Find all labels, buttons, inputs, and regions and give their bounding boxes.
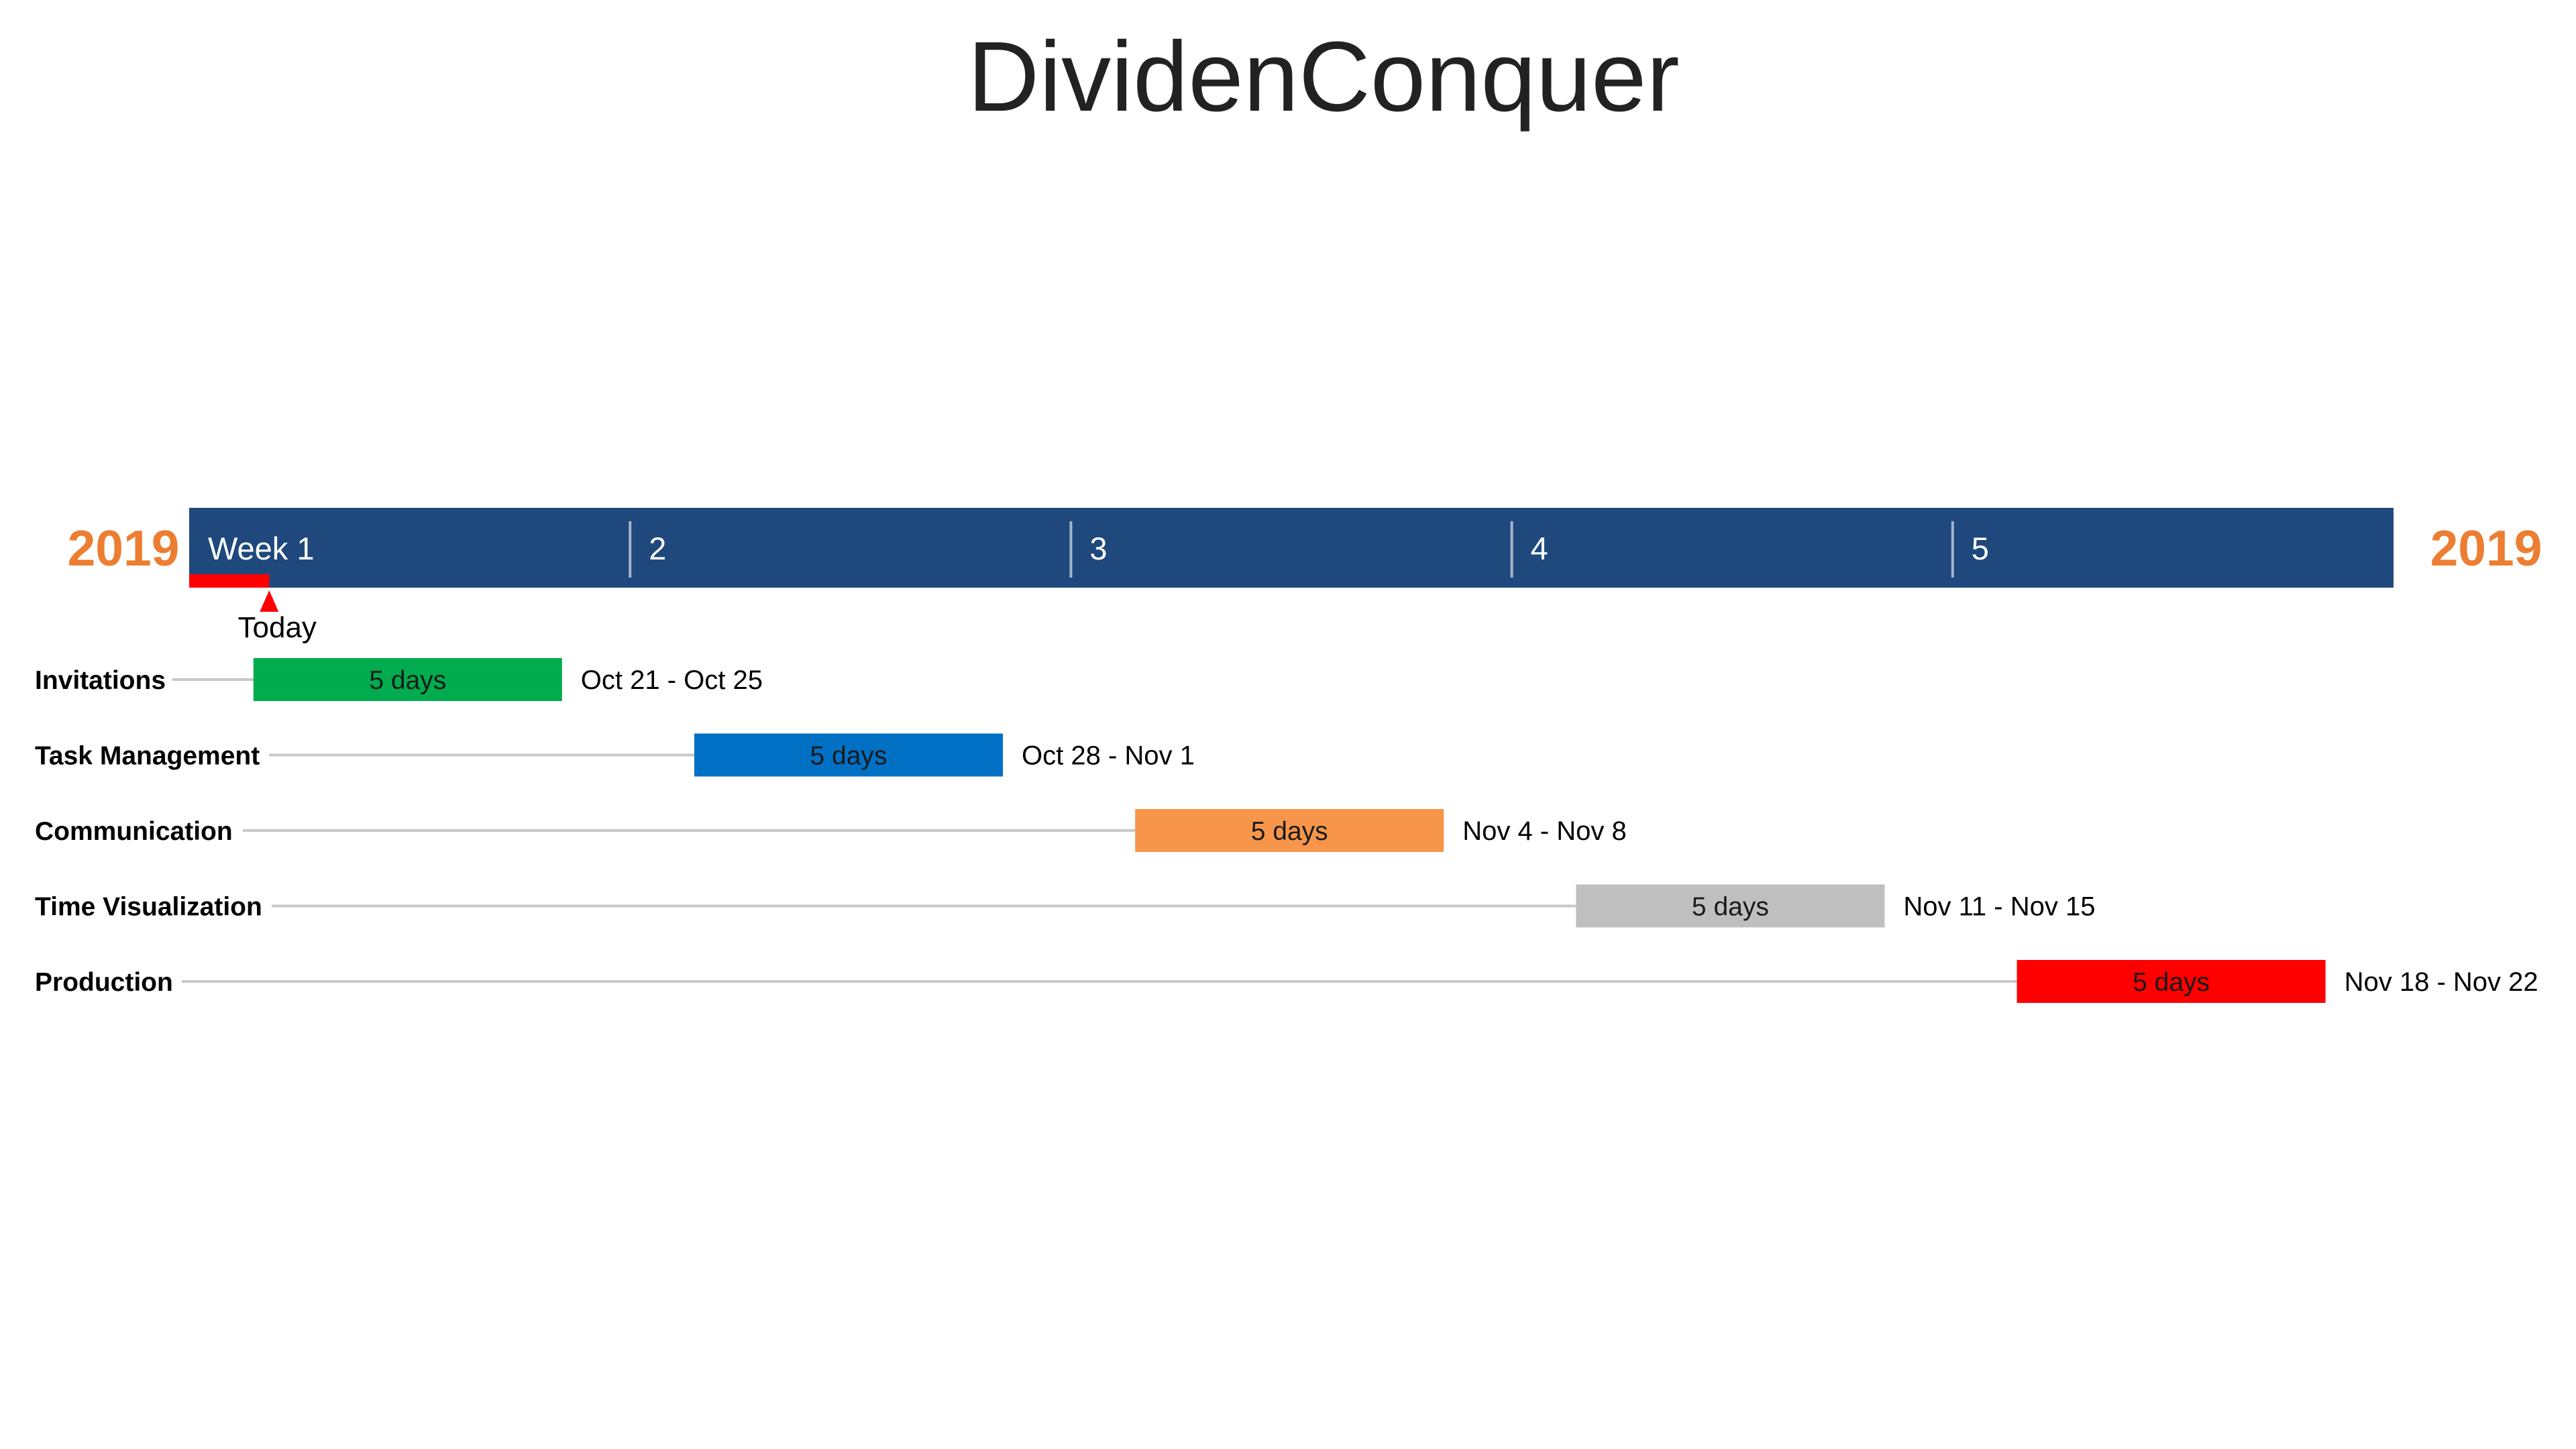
- task-date-label: Nov 11 - Nov 15: [1903, 892, 2095, 922]
- year-start-label: 2019: [68, 520, 180, 576]
- task-bar: [253, 658, 562, 701]
- task-row: Production 5 days Nov 18 - Nov 22: [35, 960, 2538, 1003]
- task-duration-label: 5 days: [369, 666, 446, 695]
- today-label: Today: [238, 611, 317, 644]
- task-row: Task Management 5 days Oct 28 - Nov 1: [35, 733, 1195, 777]
- task-date-label: Oct 21 - Oct 25: [581, 665, 763, 695]
- timeline-band: [189, 508, 2394, 588]
- task-row: Invitations 5 days Oct 21 - Oct 25: [35, 658, 763, 701]
- chart-title: DividenConquer: [967, 21, 1679, 132]
- today-marker: Today: [189, 574, 317, 644]
- task-duration-label: 5 days: [2133, 968, 2210, 997]
- task-date-label: Nov 18 - Nov 22: [2345, 967, 2538, 997]
- today-triangle-icon: [260, 590, 279, 612]
- task-duration-label: 5 days: [1251, 817, 1328, 846]
- task-bar: [2017, 960, 2326, 1003]
- year-end-label: 2019: [2430, 520, 2542, 576]
- week-label: 5: [1972, 531, 1989, 566]
- timeline-bar: [189, 508, 2394, 588]
- task-bar: [1576, 884, 1885, 928]
- task-name: Task Management: [35, 742, 260, 771]
- task-bar: [694, 733, 1004, 777]
- today-progress: [189, 574, 270, 588]
- task-name: Invitations: [35, 666, 166, 695]
- task-rows: Invitations 5 days Oct 21 - Oct 25 Task Man…: [35, 658, 2538, 1003]
- task-bar: [1135, 809, 1444, 852]
- week-label: 2: [649, 531, 666, 566]
- task-duration-label: 5 days: [1692, 893, 1769, 922]
- week-label: 4: [1531, 531, 1548, 566]
- task-date-label: Nov 4 - Nov 8: [1462, 816, 1627, 846]
- task-row: Communication 5 days Nov 4 - Nov 8: [35, 809, 1627, 852]
- task-date-label: Oct 28 - Nov 1: [1022, 741, 1195, 771]
- week-label: Week 1: [208, 531, 315, 566]
- task-name: Production: [35, 968, 173, 997]
- task-row: Time Visualization 5 days Nov 11 - Nov 15: [35, 884, 2095, 928]
- week-labels: Week 1 2 3 4 5: [208, 521, 1989, 578]
- week-label: 3: [1089, 531, 1107, 566]
- task-name: Communication: [35, 817, 233, 846]
- task-duration-label: 5 days: [810, 742, 888, 771]
- task-name: Time Visualization: [35, 893, 262, 922]
